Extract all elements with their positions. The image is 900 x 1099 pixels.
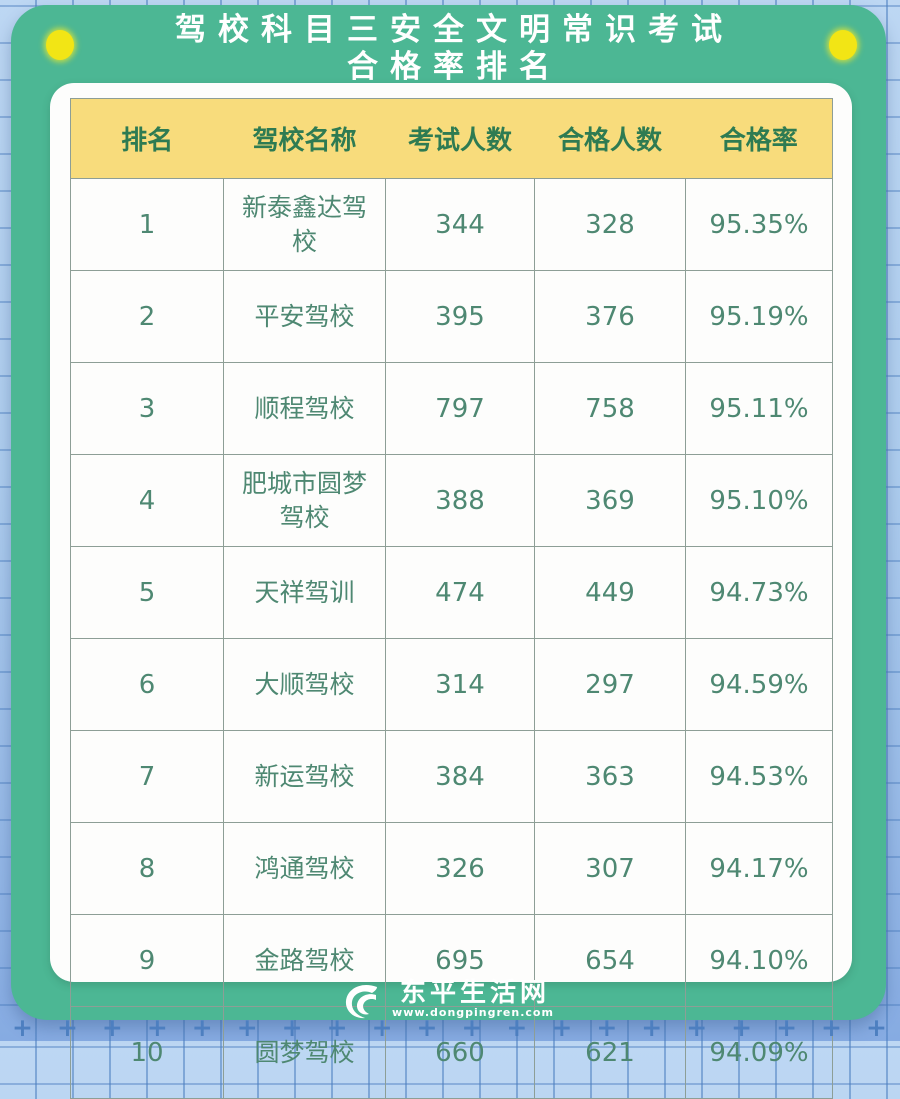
table-cell: 94.53% bbox=[685, 730, 833, 823]
table-cell: 大顺驾校 bbox=[223, 638, 386, 731]
table-cell: 328 bbox=[534, 178, 686, 271]
table-cell: 384 bbox=[385, 730, 535, 823]
table-card: 排名 驾校名称 考试人数 合格人数 合格率 1 新泰鑫达驾校 344 328 95.35… bbox=[50, 83, 852, 1099]
table-cell: 474 bbox=[385, 546, 535, 639]
table-cell: 758 bbox=[534, 362, 686, 455]
poster-card: 驾校科目三安全文明常识考试 合格率排名 排名 驾校名称 考试人数 合格人数 合格… bbox=[11, 5, 886, 1099]
table-cell: 326 bbox=[385, 822, 535, 915]
table-cell: 314 bbox=[385, 638, 535, 731]
table-cell: 695 bbox=[385, 914, 535, 1007]
table-row: 8 鸿通驾校 326 307 94.17% bbox=[70, 822, 833, 915]
table-row: 2 平安驾校 395 376 95.19% bbox=[70, 270, 833, 363]
site-name: 东平生活网 bbox=[399, 978, 550, 1008]
table-cell: 395 bbox=[385, 270, 535, 363]
plus-pattern: +++++++++++++++++++++++ bbox=[12, 1013, 900, 1041]
page-title-line2: 合格率排名 bbox=[347, 49, 562, 85]
table-cell: 94.10% bbox=[685, 914, 833, 1007]
footer-text: 东平生活网 www.dongpingren.com bbox=[392, 978, 554, 1019]
table-cell: 2 bbox=[70, 270, 224, 363]
column-header-examined: 考试人数 bbox=[385, 98, 535, 179]
table-cell: 鸿通驾校 bbox=[223, 822, 386, 915]
dongpingren-logo-icon bbox=[345, 984, 378, 1019]
column-header-passrate: 合格率 bbox=[685, 98, 833, 179]
table-cell: 5 bbox=[70, 546, 224, 639]
table-row: 4 肥城市圆梦驾校 388 369 95.10% bbox=[70, 454, 833, 547]
table-cell: 344 bbox=[385, 178, 535, 271]
pin-right-icon bbox=[829, 30, 857, 60]
table-cell: 95.10% bbox=[685, 454, 833, 547]
table-cell: 797 bbox=[385, 362, 535, 455]
table-cell: 388 bbox=[385, 454, 535, 547]
table-cell: 肥城市圆梦驾校 bbox=[223, 454, 386, 547]
table-cell: 363 bbox=[534, 730, 686, 823]
table-cell: 95.35% bbox=[685, 178, 833, 271]
table-cell: 8 bbox=[70, 822, 224, 915]
table-row: 6 大顺驾校 314 297 94.59% bbox=[70, 638, 833, 731]
column-header-passed: 合格人数 bbox=[534, 98, 686, 179]
table-cell: 376 bbox=[534, 270, 686, 363]
ranking-table: 排名 驾校名称 考试人数 合格人数 合格率 1 新泰鑫达驾校 344 328 95.35… bbox=[70, 98, 833, 1099]
table-cell: 94.73% bbox=[685, 546, 833, 639]
table-row: 5 天祥驾训 474 449 94.73% bbox=[70, 546, 833, 639]
table-cell: 94.59% bbox=[685, 638, 833, 731]
table-cell: 9 bbox=[70, 914, 224, 1007]
table-cell: 天祥驾训 bbox=[223, 546, 386, 639]
table-cell: 1 bbox=[70, 178, 224, 271]
table-cell: 297 bbox=[534, 638, 686, 731]
column-header-rank: 排名 bbox=[70, 98, 224, 179]
page-title-line1: 驾校科目三安全文明常识考试 bbox=[175, 12, 734, 48]
table-row: 9 金路驾校 695 654 94.10% bbox=[70, 914, 833, 1007]
table-cell: 654 bbox=[534, 914, 686, 1007]
table-cell: 3 bbox=[70, 362, 224, 455]
table-cell: 95.11% bbox=[685, 362, 833, 455]
table-cell: 369 bbox=[534, 454, 686, 547]
site-url: www.dongpingren.com bbox=[392, 1006, 554, 1019]
table-header-row: 排名 驾校名称 考试人数 合格人数 合格率 bbox=[70, 98, 833, 179]
table-cell: 新运驾校 bbox=[223, 730, 386, 823]
table-cell: 7 bbox=[70, 730, 224, 823]
column-header-school: 驾校名称 bbox=[223, 98, 386, 179]
table-cell: 307 bbox=[534, 822, 686, 915]
table-cell: 新泰鑫达驾校 bbox=[223, 178, 386, 271]
footer-logo: 东平生活网 www.dongpingren.com bbox=[11, 980, 886, 1020]
table-row: 7 新运驾校 384 363 94.53% bbox=[70, 730, 833, 823]
table-row: 3 顺程驾校 797 758 95.11% bbox=[70, 362, 833, 455]
table-cell: 4 bbox=[70, 454, 224, 547]
table-cell: 94.17% bbox=[685, 822, 833, 915]
table-cell: 6 bbox=[70, 638, 224, 731]
table-body: 1 新泰鑫达驾校 344 328 95.35% 2 平安驾校 395 376 95.19% 3 顺程驾… bbox=[70, 178, 833, 1099]
page-title: 驾校科目三安全文明常识考试 合格率排名 bbox=[11, 12, 886, 86]
table-cell: 顺程驾校 bbox=[223, 362, 386, 455]
table-cell: 95.19% bbox=[685, 270, 833, 363]
table-row: 1 新泰鑫达驾校 344 328 95.35% bbox=[70, 178, 833, 271]
table-cell: 449 bbox=[534, 546, 686, 639]
pin-left-icon bbox=[46, 30, 74, 60]
table-cell: 平安驾校 bbox=[223, 270, 386, 363]
